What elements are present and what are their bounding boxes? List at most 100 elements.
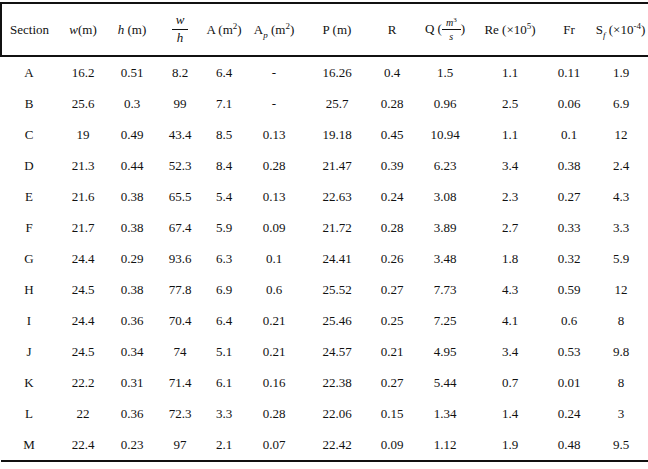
table-row-j: J24.50.34745.10.2124.570.214.953.40.539.… <box>1 336 648 367</box>
col-header-area: A (m2) <box>205 3 243 56</box>
table-cell: 4.3 <box>593 181 648 212</box>
table-row-f: F21.70.3867.45.90.0921.720.283.892.70.33… <box>1 212 648 243</box>
table-cell: 22.4 <box>57 429 109 461</box>
table-cell: 3.08 <box>415 181 475 212</box>
table-cell: 0.38 <box>109 181 155 212</box>
table-row-d: D21.30.4452.38.40.2821.470.396.233.40.38… <box>1 150 648 181</box>
table-cell: 52.3 <box>155 150 205 181</box>
col-header-froude: Fr <box>545 3 593 56</box>
table-cell: 25.7 <box>305 88 369 119</box>
table-cell: 0.38 <box>109 212 155 243</box>
table-cell: 2.5 <box>475 88 545 119</box>
table-cell: 25.52 <box>305 274 369 305</box>
paper-table-page: Sectionw(m)h (m)whA (m2)Ap (m2)P (m)RQ (… <box>0 0 648 469</box>
table-cell: 4.1 <box>475 305 545 336</box>
table-row-a: A16.20.518.26.4-16.260.41.51.10.111.9 <box>1 56 648 88</box>
section-cell: M <box>1 429 57 461</box>
table-cell: 0.6 <box>243 274 305 305</box>
table-cell: 3.89 <box>415 212 475 243</box>
table-cell: 2.1 <box>205 429 243 461</box>
table-cell: 2.3 <box>475 181 545 212</box>
table-cell: 4.3 <box>475 274 545 305</box>
table-cell: 25.46 <box>305 305 369 336</box>
table-cell: 6.1 <box>205 367 243 398</box>
table-row-e: E21.60.3865.55.40.1322.630.243.082.30.27… <box>1 181 648 212</box>
table-cell: 1.8 <box>475 243 545 274</box>
section-cell: H <box>1 274 57 305</box>
fraction: m3s <box>442 17 461 43</box>
table-cell: 0.28 <box>243 398 305 429</box>
table-cell: 7.1 <box>205 88 243 119</box>
table-cell: 7.25 <box>415 305 475 336</box>
table-cell: 0.27 <box>545 181 593 212</box>
table-cell: 4.95 <box>415 336 475 367</box>
col-header-discharge: Q (m3s) <box>415 3 475 56</box>
table-cell: 6.9 <box>593 88 648 119</box>
table-cell: 0.29 <box>109 243 155 274</box>
table-cell: 0.31 <box>109 367 155 398</box>
section-cell: I <box>1 305 57 336</box>
table-cell: 19.18 <box>305 119 369 150</box>
section-cell: D <box>1 150 57 181</box>
table-row-c: C190.4943.48.50.1319.180.4510.941.10.112 <box>1 119 648 150</box>
table-cell: 22.06 <box>305 398 369 429</box>
table-cell: 0.36 <box>109 305 155 336</box>
table-cell: 6.3 <box>205 243 243 274</box>
section-cell: L <box>1 398 57 429</box>
table-cell: - <box>243 88 305 119</box>
table-cell: 0.1 <box>545 119 593 150</box>
table-cell: 8.2 <box>155 56 205 88</box>
table-cell: 6.9 <box>205 274 243 305</box>
table-cell: - <box>243 56 305 88</box>
table-cell: 3.48 <box>415 243 475 274</box>
table-row-i: I24.40.3670.46.40.2125.460.257.254.10.68 <box>1 305 648 336</box>
table-cell: 0.49 <box>109 119 155 150</box>
table-cell: 6.4 <box>205 56 243 88</box>
table-cell: 0.32 <box>545 243 593 274</box>
table-cell: 6.23 <box>415 150 475 181</box>
table-cell: 0.13 <box>243 119 305 150</box>
table-cell: 0.15 <box>369 398 415 429</box>
table-cell: 10.94 <box>415 119 475 150</box>
table-cell: 0.3 <box>109 88 155 119</box>
table-cell: 0.53 <box>545 336 593 367</box>
table-cell: 0.07 <box>243 429 305 461</box>
table-cell: 3.3 <box>205 398 243 429</box>
table-row-g: G24.40.2993.66.30.124.410.263.481.80.325… <box>1 243 648 274</box>
table-cell: 0.16 <box>243 367 305 398</box>
table-cell: 1.1 <box>475 119 545 150</box>
table-cell: 0.44 <box>109 150 155 181</box>
col-header-w-over-h: wh <box>155 3 205 56</box>
table-cell: 24.5 <box>57 274 109 305</box>
table-cell: 99 <box>155 88 205 119</box>
table-cell: 0.21 <box>243 305 305 336</box>
hydraulics-data-table: Sectionw(m)h (m)whA (m2)Ap (m2)P (m)RQ (… <box>0 2 648 462</box>
table-cell: 72.3 <box>155 398 205 429</box>
table-cell: 3 <box>593 398 648 429</box>
section-cell: F <box>1 212 57 243</box>
table-cell: 21.3 <box>57 150 109 181</box>
section-cell: C <box>1 119 57 150</box>
table-cell: 2.4 <box>593 150 648 181</box>
table-cell: 71.4 <box>155 367 205 398</box>
table-cell: 0.09 <box>243 212 305 243</box>
col-header-w: w(m) <box>57 3 109 56</box>
table-cell: 9.5 <box>593 429 648 461</box>
table-cell: 0.21 <box>369 336 415 367</box>
table-cell: 22.38 <box>305 367 369 398</box>
section-cell: J <box>1 336 57 367</box>
table-row-l: L220.3672.33.30.2822.060.151.341.40.243 <box>1 398 648 429</box>
table-row-h: H24.50.3877.86.90.625.520.277.734.30.591… <box>1 274 648 305</box>
table-cell: 0.24 <box>545 398 593 429</box>
table-row-b: B25.60.3997.1-25.70.280.962.50.066.9 <box>1 88 648 119</box>
fraction: wh <box>172 13 189 46</box>
table-cell: 0.34 <box>109 336 155 367</box>
table-cell: 12 <box>593 274 648 305</box>
table-cell: 1.34 <box>415 398 475 429</box>
table-cell: 1.5 <box>415 56 475 88</box>
table-cell: 8.4 <box>205 150 243 181</box>
table-cell: 8 <box>593 367 648 398</box>
table-cell: 22.42 <box>305 429 369 461</box>
table-cell: 0.1 <box>243 243 305 274</box>
table-cell: 21.6 <box>57 181 109 212</box>
